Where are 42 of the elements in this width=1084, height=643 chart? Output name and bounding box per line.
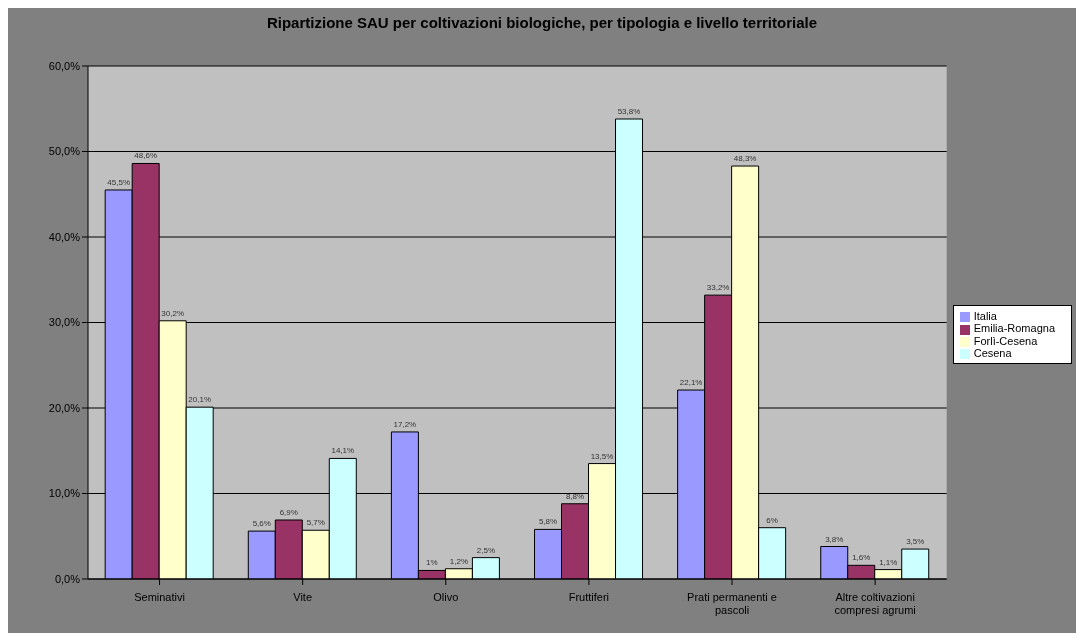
- y-tick-label: 40,0%: [48, 230, 81, 243]
- data-label: 2,5%: [476, 545, 496, 555]
- data-label: 30,2%: [161, 308, 185, 318]
- y-tick-label: 0,0%: [54, 572, 81, 585]
- data-label: 8,8%: [565, 491, 585, 501]
- data-label: 53,8%: [617, 107, 641, 117]
- x-tick-label: Prati permanenti e pascoli: [687, 591, 777, 616]
- legend-label: Forlì-Cesena: [973, 334, 1038, 347]
- x-tick-label: Altre coltivazioni compresi agrumi: [834, 591, 916, 616]
- x-tick-label: Vite: [293, 591, 313, 603]
- data-label: 5,8%: [538, 517, 558, 527]
- data-label: 1,1%: [879, 557, 898, 567]
- x-tick-label: Seminativi: [134, 591, 185, 603]
- legend-label: Cesena: [973, 346, 1012, 359]
- data-label: 33,2%: [706, 283, 730, 293]
- legend-label: Emilia-Romagna: [973, 322, 1055, 335]
- data-label: 3,5%: [906, 537, 925, 547]
- chart-title: Ripartizione SAU per coltivazioni biologiche, per tipologia e livello territoriale: [265, 13, 819, 33]
- data-label: 3,8%: [825, 534, 844, 544]
- legend-label: Italia: [973, 310, 997, 323]
- data-label: 20,1%: [188, 395, 212, 405]
- data-label: 1,2%: [449, 556, 469, 566]
- data-label: 48,6%: [134, 151, 158, 161]
- data-label: 5,6%: [252, 519, 271, 529]
- data-label: 6%: [766, 515, 778, 525]
- data-label: 6,9%: [279, 508, 298, 518]
- data-label: 5,7%: [306, 518, 325, 528]
- data-label: 1%: [426, 558, 438, 568]
- y-tick-label: 30,0%: [48, 316, 81, 329]
- data-label: 48,3%: [733, 154, 757, 164]
- x-tick-label: Fruttiferi: [568, 591, 610, 603]
- x-tick-label: Olivo: [433, 591, 459, 603]
- y-tick-label: 50,0%: [48, 145, 81, 158]
- y-tick-label: 10,0%: [48, 487, 81, 500]
- data-label: 13,5%: [590, 451, 614, 461]
- data-label: 1,6%: [852, 553, 871, 563]
- data-label: 17,2%: [393, 419, 417, 429]
- data-label: 14,1%: [331, 446, 355, 456]
- y-tick-label: 60,0%: [48, 59, 81, 72]
- data-label: 22,1%: [679, 378, 703, 388]
- data-label: 45,5%: [107, 177, 131, 187]
- y-tick-label: 20,0%: [48, 401, 81, 414]
